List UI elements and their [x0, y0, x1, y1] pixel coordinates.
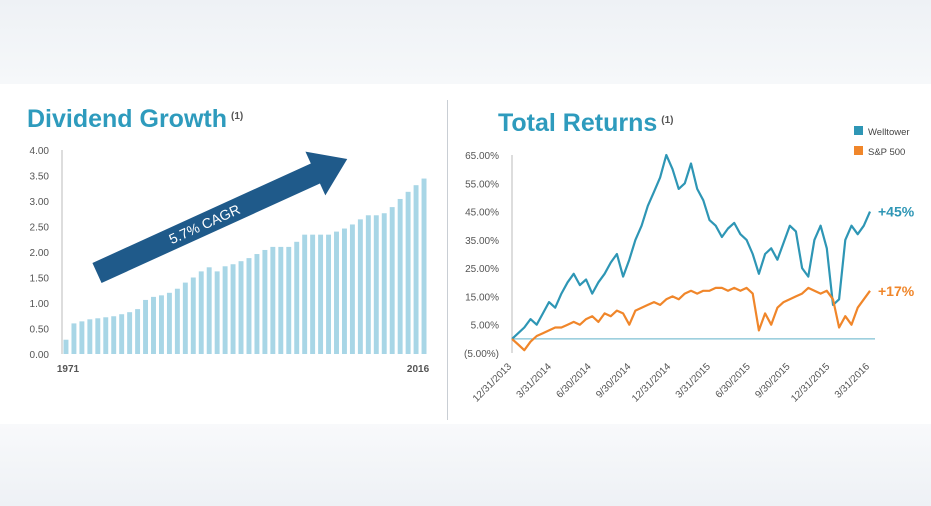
x-tick-label: 3/31/2015	[674, 361, 714, 401]
legend-swatch	[854, 146, 863, 155]
background-band-bottom	[0, 424, 931, 506]
dividend-bar	[389, 207, 395, 354]
y-tick-label: 1.00	[30, 299, 50, 310]
dividend-bar	[334, 231, 339, 354]
series-line-welltower	[511, 153, 872, 340]
dividend-bar	[294, 241, 300, 354]
dividend-bar	[103, 317, 109, 354]
y-tick-label: 3.50	[30, 172, 50, 183]
end-label-welltower: +45%	[878, 204, 915, 220]
x-tick-label: 1971	[57, 364, 80, 375]
series-line-sp500	[511, 286, 871, 352]
legend-swatch	[854, 126, 863, 135]
dividend-bar	[190, 277, 196, 354]
x-tick-label: 12/31/2013	[471, 361, 514, 404]
dividend-bar	[182, 282, 188, 354]
dividend-bar	[357, 219, 363, 354]
cagr-label: 5.7% CAGR	[166, 201, 242, 247]
dividend-bar	[230, 264, 236, 354]
total-returns-footnote: (1)	[661, 115, 674, 126]
y-tick-label: 15.00%	[465, 292, 499, 303]
y-tick-label: (5.00%)	[464, 349, 499, 360]
cagr-arrow-shape	[92, 151, 348, 284]
dividend-growth-title-text: Dividend Growth	[27, 105, 227, 133]
dividend-bar	[246, 258, 252, 354]
dividend-bar	[119, 314, 125, 354]
x-tick-label: 9/30/2015	[753, 361, 793, 401]
y-tick-label: 45.00%	[465, 208, 499, 219]
dividend-bar	[166, 292, 172, 354]
dividend-bar	[373, 215, 379, 354]
legend-label: S&P 500	[868, 147, 905, 158]
y-tick-label: 2.00	[30, 248, 50, 259]
dividend-bar	[71, 323, 77, 354]
x-tick-label: 9/30/2014	[594, 361, 634, 401]
dividend-bar	[270, 246, 276, 354]
dividend-bar	[421, 178, 427, 354]
dividend-bar	[95, 318, 101, 354]
x-tick-label: 6/30/2015	[714, 361, 754, 401]
y-tick-label: 5.00%	[471, 321, 499, 332]
x-tick-label: 12/31/2015	[789, 361, 832, 404]
dividend-bar	[87, 319, 93, 354]
x-tick-label: 3/31/2016	[833, 361, 873, 401]
panel-divider	[447, 100, 448, 420]
y-tick-label: 4.00	[30, 146, 50, 157]
x-tick-label: 6/30/2014	[554, 361, 594, 401]
dividend-bar	[238, 261, 244, 354]
dividend-bar	[262, 249, 268, 354]
dividend-bar	[79, 321, 85, 354]
y-tick-label: 55.00%	[465, 179, 499, 190]
total-returns-title: Total Returns (1)	[498, 109, 674, 138]
dividend-bar	[63, 339, 69, 354]
dividend-bar	[135, 309, 141, 354]
dividend-bar	[326, 234, 332, 354]
total-returns-title-text: Total Returns	[498, 109, 658, 137]
dividend-bar	[310, 234, 316, 354]
dividend-bar	[198, 271, 204, 354]
dividend-bar	[286, 246, 292, 354]
dividend-bar	[381, 213, 387, 354]
x-tick-label: 12/31/2014	[630, 361, 673, 404]
dividend-growth-footnote: (1)	[231, 111, 244, 122]
dividend-growth-title: Dividend Growth (1)	[27, 105, 243, 134]
dividend-bar	[151, 296, 156, 354]
dividend-bar	[405, 191, 411, 354]
y-tick-label: 35.00%	[465, 236, 499, 247]
dividend-bar	[397, 198, 403, 354]
dividend-bar	[127, 312, 133, 354]
y-tick-label: 65.00%	[465, 151, 499, 162]
dividend-bar	[174, 288, 180, 354]
y-tick-label: 0.00	[30, 350, 50, 361]
dividend-bar	[214, 271, 220, 354]
dividend-bar	[111, 316, 117, 354]
dividend-bar	[222, 266, 228, 354]
dividend-bar	[302, 234, 308, 354]
dividend-bar	[318, 234, 324, 354]
end-label-sp500: +17%	[878, 283, 915, 299]
total-returns-chart: (5.00%) 5.00% 15.00% 25.00% 35.00% 45.00% 55.0…	[464, 126, 915, 405]
dividend-bar	[349, 224, 355, 354]
dividend-bar	[254, 254, 260, 354]
dividend-bar	[278, 246, 284, 354]
y-tick-label: 0.50	[30, 325, 50, 336]
y-tick-label: 3.00	[30, 197, 50, 208]
cagr-arrow: 5.7% CAGR	[92, 151, 348, 284]
dividend-bar	[413, 185, 419, 354]
dividend-bar	[158, 295, 164, 354]
y-tick-label: 25.00%	[465, 264, 499, 275]
y-tick-label: 1.50	[30, 274, 50, 285]
dividend-bar	[143, 299, 149, 354]
dividend-bar	[365, 215, 371, 354]
legend-label: Welltower	[868, 127, 910, 138]
y-tick-label: 2.50	[30, 223, 50, 234]
dividend-growth-chart: 0.00 0.50 1.00 1.50 2.00 2.50 3.00 3.50 4.00 1971…	[30, 146, 430, 375]
x-tick-label: 3/31/2014	[515, 361, 555, 401]
dividend-bar	[341, 228, 347, 354]
x-tick-label: 2016	[407, 364, 430, 375]
background-band-top	[0, 0, 931, 84]
dividend-bar	[206, 267, 212, 354]
